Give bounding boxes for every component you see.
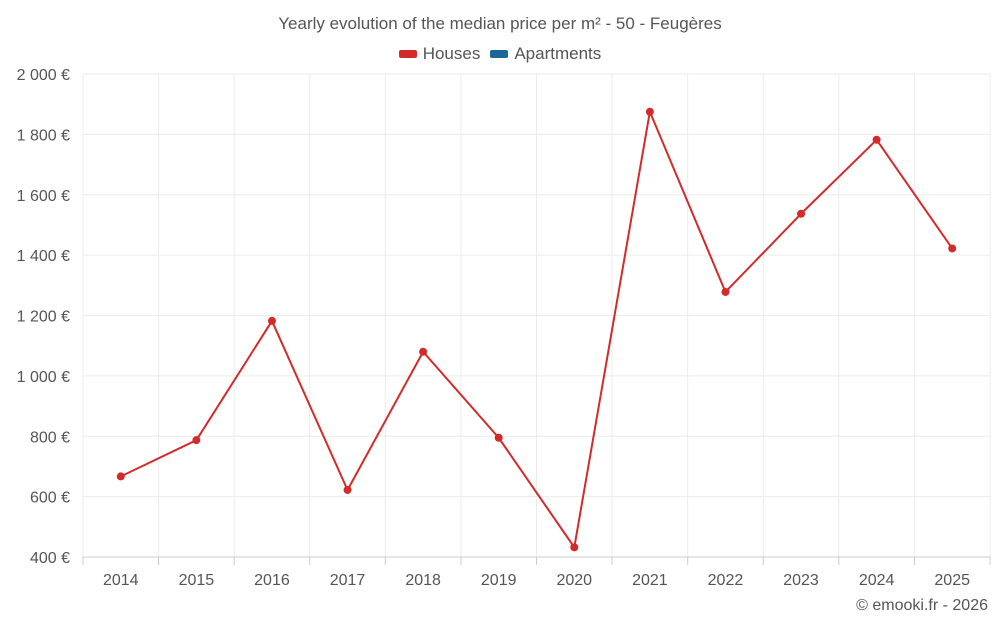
data-point-houses [419, 347, 428, 356]
data-point-houses [343, 485, 352, 494]
data-point-houses [721, 287, 730, 296]
y-tick-label: 800 € [30, 429, 70, 446]
y-tick-label: 1 000 € [17, 369, 70, 386]
x-tick-label: 2021 [632, 572, 668, 589]
data-point-houses [116, 472, 125, 481]
data-point-houses [494, 433, 503, 442]
data-point-houses [192, 436, 201, 445]
legend-swatch-apartments [490, 50, 509, 58]
y-tick-label: 1 400 € [17, 248, 70, 265]
chart-title: Yearly evolution of the median price per… [278, 14, 722, 33]
y-tick-label: 1 200 € [17, 309, 70, 326]
data-point-houses [872, 135, 881, 144]
legend-swatch-houses [398, 50, 417, 58]
data-point-houses [797, 209, 806, 218]
y-tick-label: 1 600 € [17, 188, 70, 205]
data-point-houses [645, 107, 654, 116]
x-tick-label: 2019 [481, 572, 517, 589]
x-tick-label: 2015 [179, 572, 215, 589]
legend-label-houses: Houses [422, 44, 481, 63]
legend-item-apartments[interactable]: Apartments [490, 44, 601, 64]
y-tick-label: 1 800 € [17, 127, 70, 144]
x-tick-label: 2023 [783, 572, 819, 589]
legend: Houses Apartments [0, 44, 1000, 64]
series-line-houses [120, 110, 954, 549]
x-tick-label: 2025 [934, 572, 970, 589]
x-tick-label: 2014 [103, 572, 139, 589]
y-tick-label: 2 000 € [17, 67, 70, 84]
y-tick-label: 400 € [30, 550, 70, 567]
x-tick-label: 2024 [859, 572, 895, 589]
x-tick-label: 2018 [405, 572, 441, 589]
legend-item-houses[interactable]: Houses [398, 44, 481, 64]
data-point-houses [570, 543, 579, 552]
x-tick-label: 2022 [708, 572, 744, 589]
x-tick-label: 2016 [254, 572, 290, 589]
data-point-houses [267, 316, 276, 325]
x-tick-label: 2017 [330, 572, 366, 589]
legend-label-apartments: Apartments [514, 44, 602, 63]
x-tick-label: 2020 [556, 572, 592, 589]
data-point-houses [948, 244, 957, 253]
copyright-footer: © emooki.fr - 2026 [856, 597, 988, 614]
y-tick-label: 600 € [30, 490, 70, 507]
